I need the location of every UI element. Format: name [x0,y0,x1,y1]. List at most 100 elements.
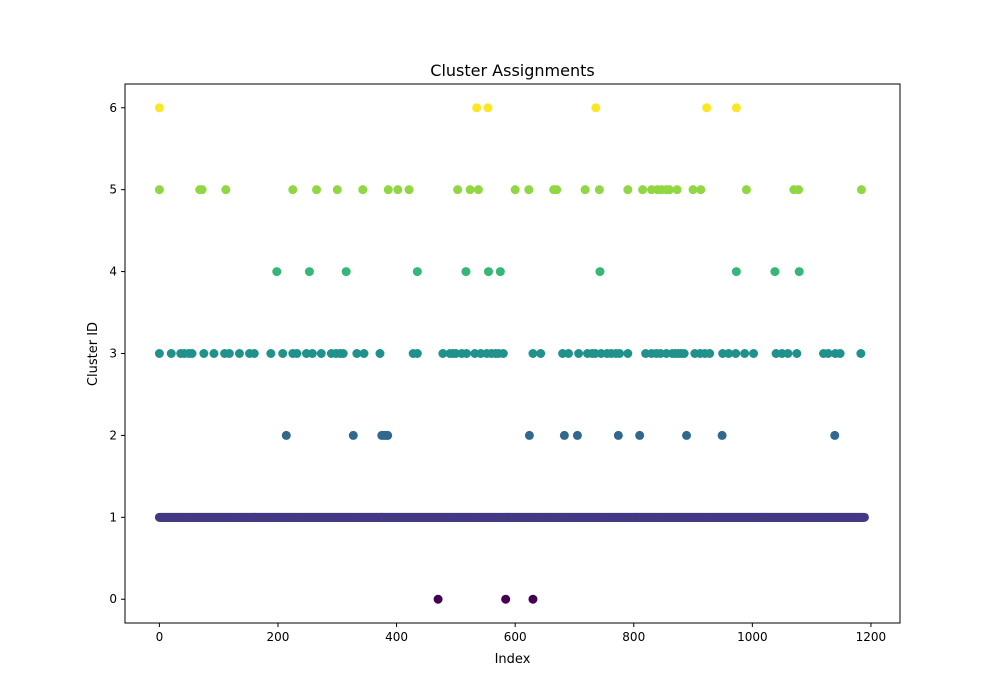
x-tick-label: 1200 [856,630,887,644]
data-point-cluster-5 [580,185,590,195]
data-point-cluster-5 [312,185,322,195]
data-point-cluster-2 [635,430,645,440]
data-point-cluster-3 [338,349,348,358]
x-tick-label: 200 [267,630,290,644]
data-point-cluster-0 [528,594,538,604]
data-point-cluster-5 [221,185,231,195]
data-point-cluster-3 [352,349,362,358]
data-point-cluster-5 [623,185,633,195]
data-point-cluster-4 [412,267,422,277]
data-point-cluster-1 [859,512,869,522]
data-point-cluster-3 [166,349,176,358]
x-axis-label: Index [495,652,531,667]
data-points [154,103,869,604]
data-point-cluster-5 [332,185,342,195]
y-tick-label: 1 [109,510,117,524]
data-point-cluster-6 [483,103,493,113]
data-point-cluster-3 [705,349,715,358]
data-point-cluster-3 [749,349,759,358]
y-axis-label: Cluster ID [86,322,101,386]
data-point-cluster-3 [823,349,833,358]
data-point-cluster-4 [595,267,605,277]
data-point-cluster-5 [794,185,804,195]
data-point-cluster-6 [472,103,482,113]
data-point-cluster-5 [552,185,562,195]
data-point-cluster-4 [770,267,780,277]
data-point-cluster-6 [154,103,164,113]
data-point-cluster-3 [792,349,802,358]
data-point-cluster-2 [613,430,623,440]
data-point-cluster-3 [412,349,422,358]
data-point-cluster-0 [433,594,443,604]
data-point-cluster-2 [524,430,534,440]
data-point-cluster-3 [316,349,326,358]
data-point-cluster-5 [664,185,674,195]
data-point-cluster-3 [498,349,508,358]
data-point-cluster-3 [740,349,750,358]
data-point-cluster-4 [461,267,471,277]
data-point-cluster-6 [591,103,601,113]
data-point-cluster-3 [209,349,219,358]
data-point-cluster-3 [199,349,209,358]
data-point-cluster-3 [278,349,288,358]
x-tick-label: 600 [504,630,527,644]
data-point-cluster-4 [483,267,493,277]
data-point-cluster-3 [359,349,369,358]
y-tick-label: 6 [109,101,117,115]
data-point-cluster-5 [453,185,463,195]
y-tick-label: 0 [109,592,117,606]
data-point-cluster-5 [638,185,648,195]
y-tick-label: 3 [109,347,117,361]
data-point-cluster-6 [731,103,741,113]
data-point-cluster-4 [341,267,351,277]
y-tick-label: 2 [109,428,117,442]
data-point-cluster-5 [197,185,207,195]
data-point-cluster-2 [281,430,291,440]
data-point-cluster-2 [682,430,692,440]
data-point-cluster-3 [679,349,689,358]
data-point-cluster-3 [615,349,625,358]
data-point-cluster-3 [564,349,574,358]
data-point-cluster-2 [559,430,569,440]
data-point-cluster-3 [528,349,538,358]
data-point-cluster-5 [154,185,164,195]
data-point-cluster-5 [473,185,483,195]
data-point-cluster-5 [393,185,403,195]
data-point-cluster-4 [304,267,314,277]
data-point-cluster-4 [794,267,804,277]
data-point-cluster-3 [623,349,633,358]
x-tick-label: 0 [156,630,164,644]
x-tick-label: 1000 [737,630,768,644]
x-tick-label: 800 [622,630,645,644]
data-point-cluster-5 [358,185,368,195]
data-point-cluster-3 [462,349,472,358]
data-point-cluster-3 [731,349,741,358]
data-point-cluster-5 [856,185,866,195]
data-point-cluster-5 [688,185,698,195]
data-point-cluster-2 [830,430,840,440]
data-point-cluster-3 [154,349,164,358]
chart-title: Cluster Assignments [430,61,594,80]
data-point-cluster-4 [272,267,282,277]
x-axis-ticks: 0 200 400 600 800 1000 1200 [156,623,887,644]
data-point-cluster-4 [495,267,505,277]
data-point-cluster-3 [375,349,385,358]
data-point-cluster-5 [672,185,682,195]
data-point-cluster-0 [501,594,511,604]
data-point-cluster-5 [465,185,475,195]
data-point-cluster-3 [292,349,302,358]
data-point-cluster-5 [696,185,706,195]
x-tick-label: 400 [385,630,408,644]
data-point-cluster-2 [383,430,393,440]
data-point-cluster-3 [724,349,734,358]
data-point-cluster-3 [234,349,244,358]
data-point-cluster-5 [524,185,534,195]
data-point-cluster-3 [536,349,546,358]
data-point-cluster-3 [224,349,234,358]
data-point-cluster-5 [383,185,393,195]
data-point-cluster-2 [717,430,727,440]
data-point-cluster-3 [783,349,793,358]
data-point-cluster-3 [307,349,317,358]
data-point-cluster-3 [438,349,448,358]
